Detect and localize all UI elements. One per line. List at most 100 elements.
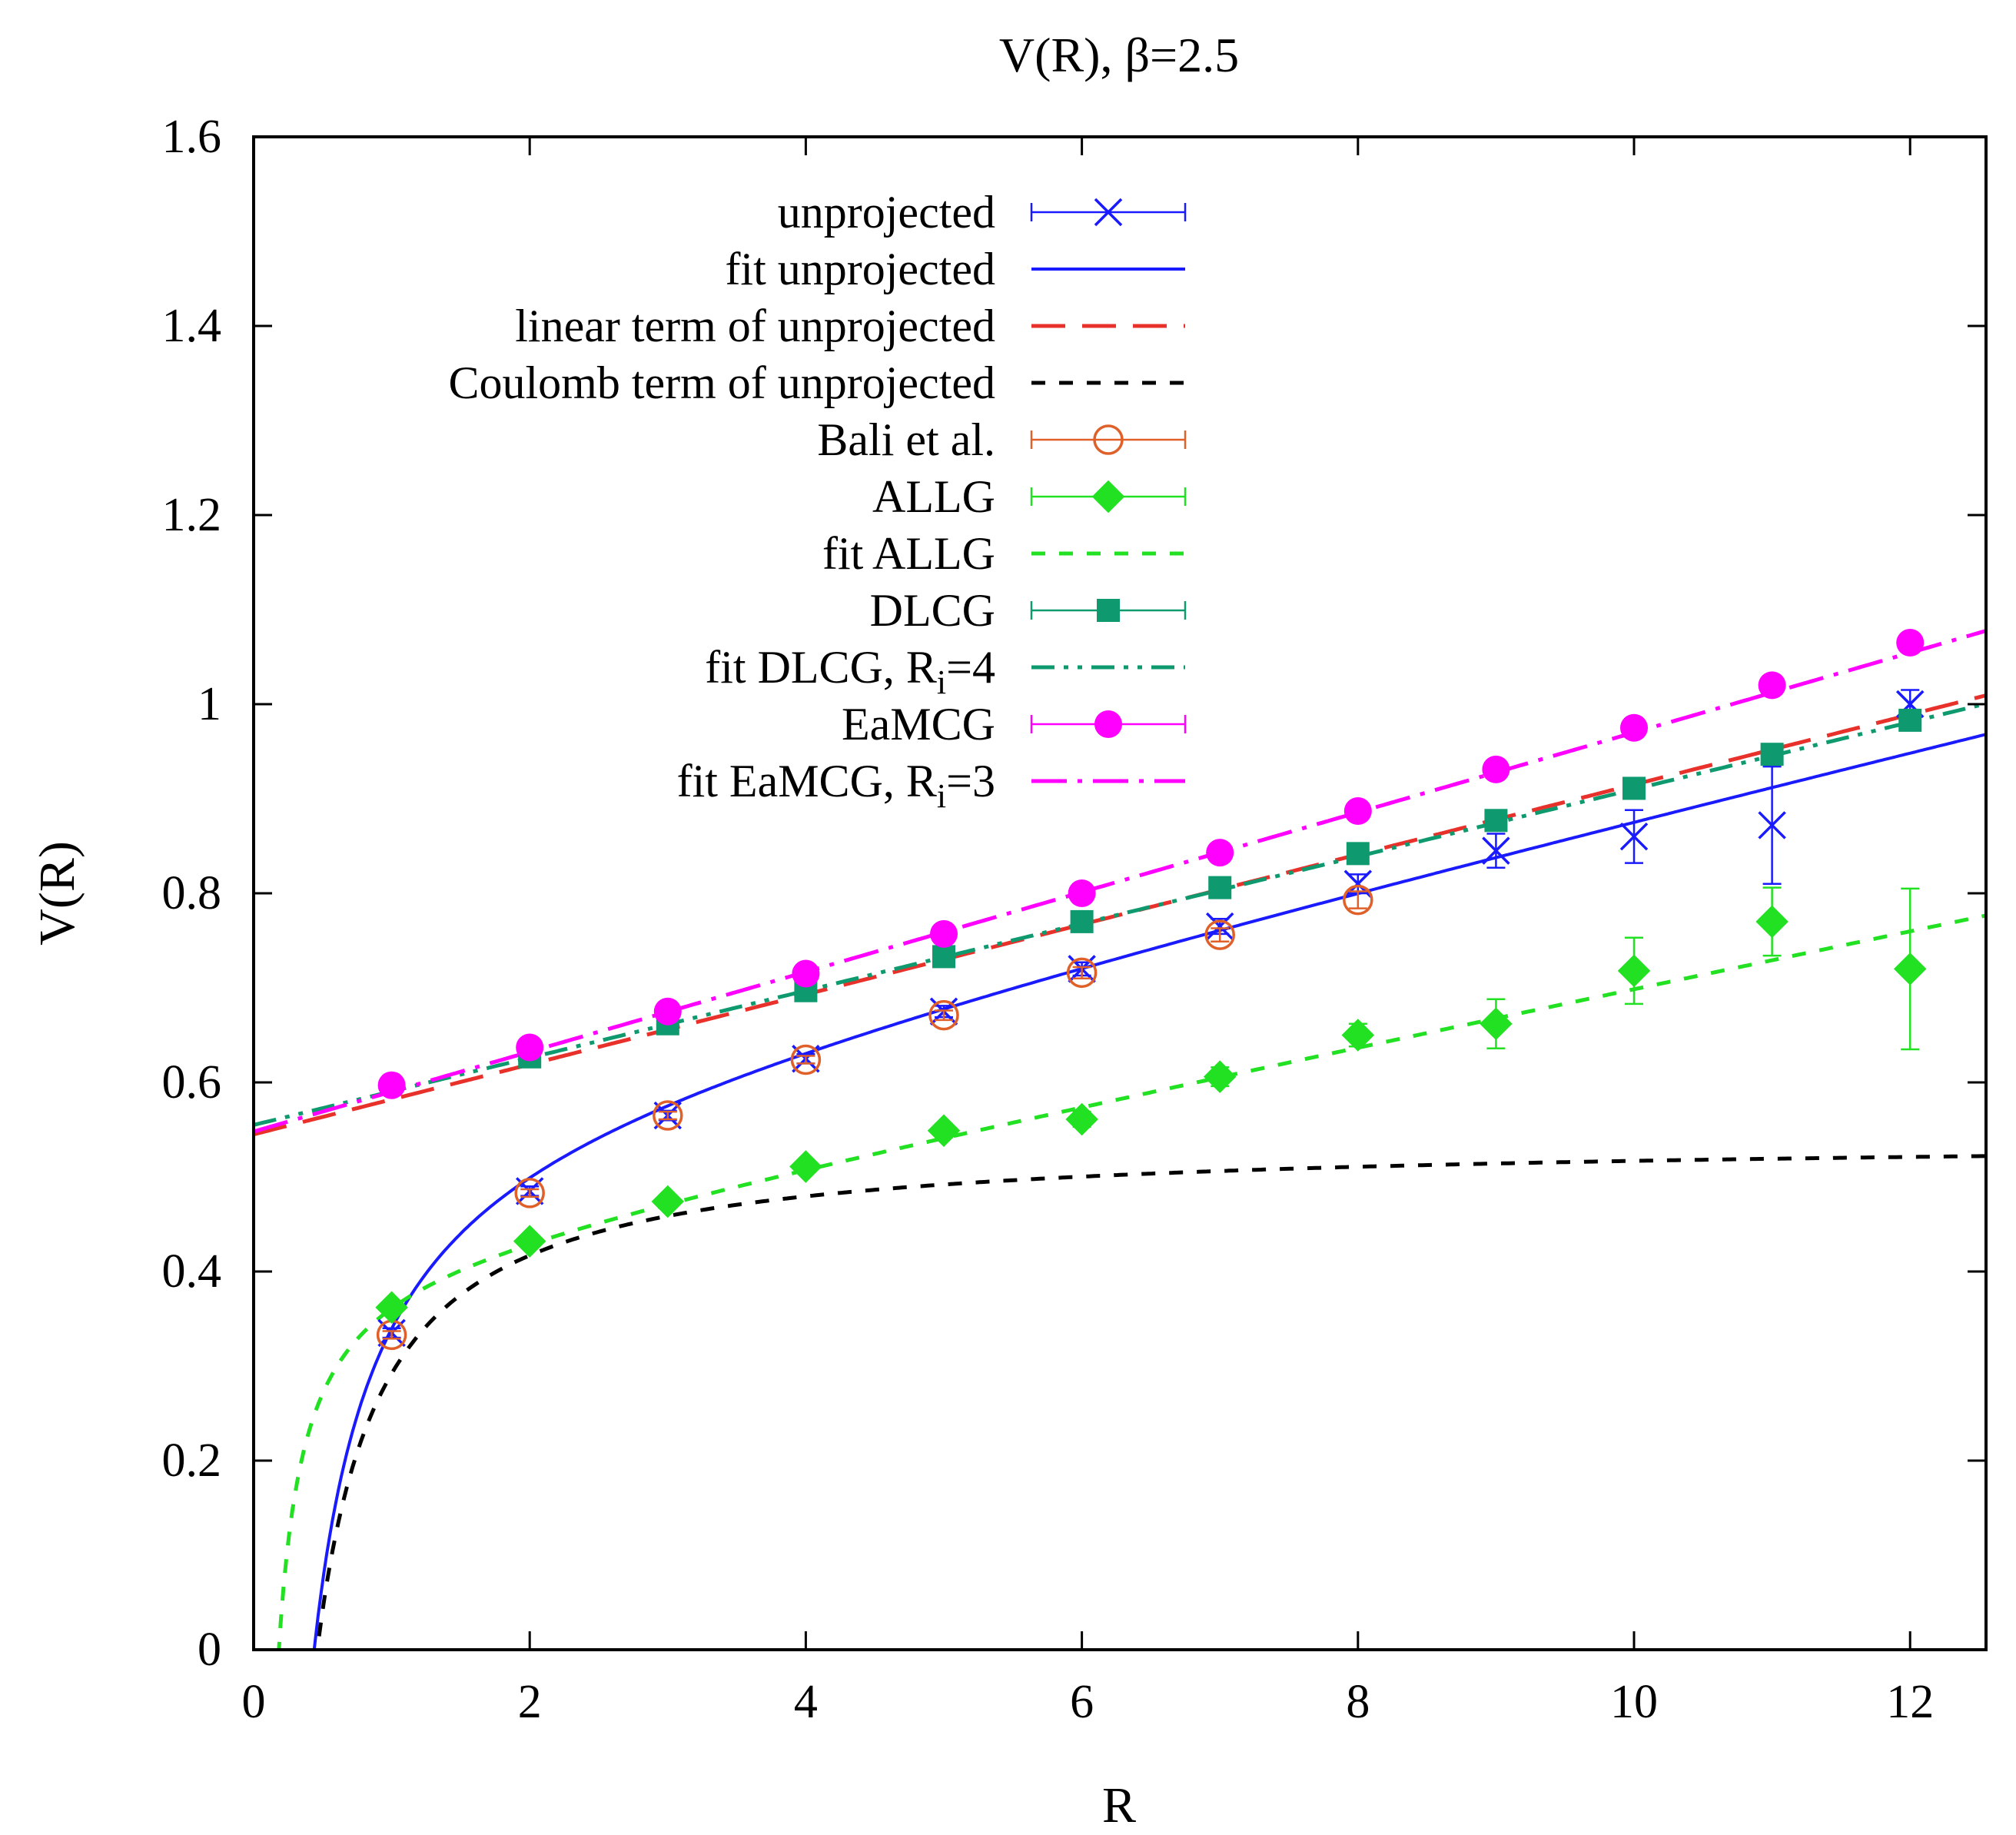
series-5-point-7-shape — [1341, 1019, 1375, 1052]
series-0-point-10 — [1758, 811, 1786, 839]
legend-label-0-main: unprojected — [778, 187, 995, 238]
series-9-point-6-shape — [1206, 839, 1234, 867]
series-4-point-5 — [1066, 957, 1098, 989]
series-5-point-10-shape — [1755, 905, 1788, 939]
legend-label-10-sub: i — [937, 777, 946, 815]
x-axis-label: R — [1102, 1777, 1136, 1833]
legend: unprojected fit unprojected linear term of… — [448, 187, 1187, 815]
series-0-point-8-stroke-b — [1482, 836, 1510, 865]
legend-label-9-main: EaMCG — [842, 699, 995, 750]
legend-label-7: DLCG — [870, 585, 995, 636]
series-9-point-0-shape — [377, 1071, 406, 1099]
series-5-point-5-shape — [1065, 1102, 1098, 1136]
series-9-point-11 — [1896, 629, 1925, 657]
series-5-point-11-shape — [1893, 952, 1927, 986]
x-tick-label: 6 — [1070, 1676, 1094, 1728]
series-4-point-2 — [653, 1100, 683, 1131]
y-tick-label: 1.6 — [162, 111, 222, 163]
series-4-point-1 — [514, 1178, 545, 1208]
legend-sample-marker-0-stroke-b — [1094, 198, 1123, 227]
series-4-point-3-shape — [790, 1044, 822, 1075]
series-4-point-3 — [790, 1044, 822, 1075]
legend-label-6-main: fit ALLG — [822, 528, 995, 579]
y-tick-label: 1.2 — [162, 489, 222, 541]
series-7-point-10 — [1898, 708, 1922, 732]
series-5-point-2-shape — [651, 1185, 685, 1218]
series-4-point-7 — [1343, 884, 1373, 916]
x-tick-label: 4 — [794, 1676, 818, 1728]
series-4-point-7-shape — [1343, 884, 1373, 916]
series-7-point-5-shape — [1208, 876, 1232, 899]
chart-title: V(R), β=2.5 — [999, 28, 1239, 82]
series-9-point-4-shape — [930, 919, 958, 948]
series-7-point-7-shape — [1484, 809, 1508, 833]
series-0-point-6 — [1205, 912, 1234, 941]
series-7-point-5 — [1208, 876, 1232, 899]
legend-label-8: fit DLCG, Ri=4 — [705, 642, 995, 701]
x-tick-label: 8 — [1346, 1676, 1370, 1728]
legend-label-8-sub: i — [937, 663, 946, 701]
series-9-point-5-shape — [1068, 879, 1096, 907]
series-5-point-0 — [375, 1291, 408, 1324]
series-9-point-2-shape — [653, 997, 682, 1026]
series-0-point-8 — [1482, 836, 1510, 865]
series-2-fit-curve — [254, 693, 1986, 1137]
series-9-point-7-shape — [1343, 796, 1372, 825]
series-9-point-7 — [1343, 796, 1372, 825]
series-3-fit-curve — [315, 1154, 1986, 1650]
legend-label-2-main: linear term of unprojected — [515, 301, 995, 351]
legend-label-9: EaMCG — [842, 699, 995, 750]
legend-label-5: ALLG — [872, 471, 995, 522]
series-4-point-6 — [1204, 919, 1235, 950]
legend-sample-marker-5 — [1091, 480, 1125, 514]
y-tick-label: 0.4 — [162, 1245, 222, 1298]
series-5-point-11 — [1893, 952, 1927, 986]
series-7-point-9-shape — [1760, 743, 1784, 766]
series-5-point-7 — [1341, 1019, 1375, 1052]
series-5-point-6 — [1203, 1060, 1237, 1093]
legend-label-3: Coulomb term of unprojected — [448, 357, 995, 408]
series-0-point-6-stroke-b — [1205, 912, 1234, 941]
series-9-point-9-shape — [1620, 713, 1649, 742]
series-5-point-8 — [1480, 1007, 1513, 1040]
series-5-point-1-shape — [513, 1225, 546, 1258]
series-9-point-5 — [1068, 879, 1096, 907]
series-4-point-5-shape — [1066, 957, 1098, 989]
legend-sample-marker-5-shape — [1091, 480, 1125, 514]
series-0-point-9 — [1619, 822, 1649, 851]
series-7-point-8 — [1622, 776, 1646, 800]
x-tick-label: 2 — [518, 1676, 542, 1728]
legend-sample-marker-4 — [1093, 424, 1124, 455]
series-0-point-10-stroke-b — [1758, 811, 1786, 839]
legend-sample-marker-7 — [1097, 599, 1120, 622]
series-9-point-1-shape — [516, 1033, 544, 1062]
legend-label-1: fit unprojected — [725, 244, 995, 294]
legend-label-0: unprojected — [778, 187, 995, 238]
legend-label-1-main: fit unprojected — [725, 244, 995, 294]
legend-sample-marker-9-shape — [1094, 710, 1122, 738]
legend-label-6: fit ALLG — [822, 528, 995, 579]
y-tick-label: 1 — [198, 678, 221, 730]
series-7-point-3 — [932, 945, 956, 969]
y-axis-label: V(R) — [29, 841, 85, 946]
legend-label-7-main: DLCG — [870, 585, 995, 636]
x-tick-label: 12 — [1886, 1676, 1934, 1728]
y-tick-label: 0.2 — [162, 1434, 222, 1487]
series-7-point-4-shape — [1070, 909, 1094, 933]
series-9-point-3-shape — [792, 959, 820, 988]
legend-label-8-main: fit DLCG, R — [705, 642, 937, 693]
series-6-fit-curve — [277, 913, 1986, 1650]
series-10-fit-curve — [254, 629, 1986, 1134]
series-4-point-4-shape — [928, 999, 959, 1031]
x-tick-label: 0 — [242, 1676, 266, 1728]
y-tick-label: 0.6 — [162, 1056, 222, 1109]
series-7-point-8-shape — [1622, 776, 1646, 800]
series-0-point-7-stroke-b — [1343, 869, 1373, 898]
series-5-point-5 — [1065, 1102, 1098, 1136]
y-tick-label: 1.4 — [162, 300, 222, 352]
series-5-point-10 — [1755, 905, 1788, 939]
series-5-point-3-shape — [789, 1150, 822, 1183]
legend-label-3-main: Coulomb term of unprojected — [448, 357, 995, 408]
series-9-point-11-shape — [1896, 629, 1925, 657]
series-1-fit-curve — [312, 733, 1986, 1650]
